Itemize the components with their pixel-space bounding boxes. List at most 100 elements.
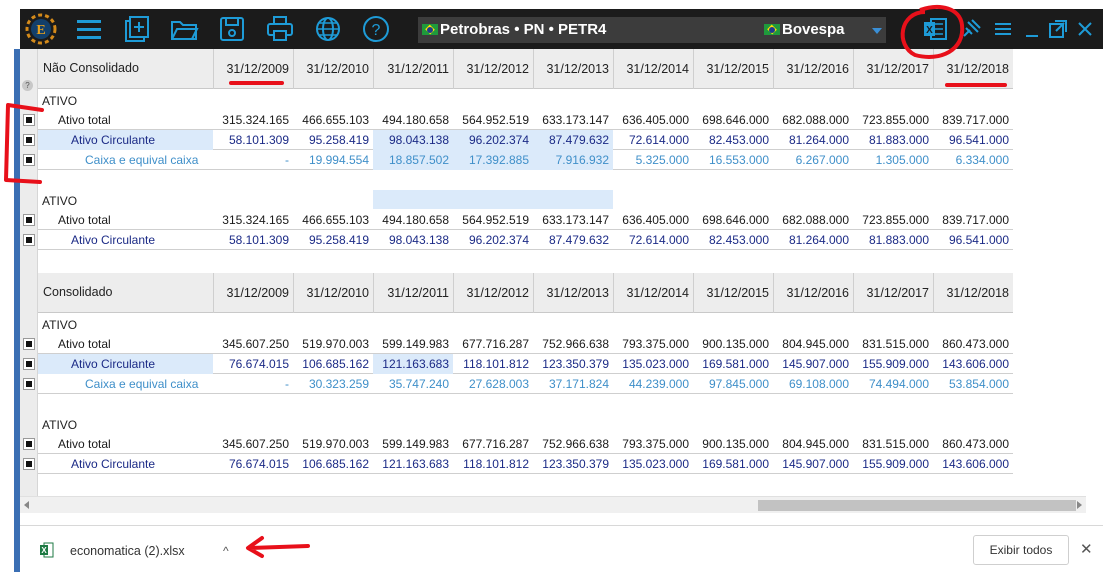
table-cell[interactable]: 633.173.147 [542,213,609,227]
table-cell[interactable]: 30.323.259 [308,377,369,391]
table-cell[interactable]: 839.717.000 [942,113,1009,127]
table-cell[interactable]: 345.607.250 [222,337,289,351]
table-cell[interactable]: 27.628.003 [468,377,529,391]
table-cell[interactable]: 96.202.374 [453,130,533,150]
table-cell[interactable]: 145.907.000 [782,357,849,371]
menu-icon[interactable] [74,14,104,44]
table-cell[interactable]: 831.515.000 [862,337,929,351]
table-cell[interactable]: 839.717.000 [942,213,1009,227]
table-cell[interactable]: 599.149.983 [382,437,449,451]
date-column-header[interactable]: 31/12/2010 [293,49,373,89]
table-row[interactable]: Ativo Circulante 76.674.015 106.685.162 121… [38,354,1013,374]
open-folder-icon[interactable] [169,14,199,44]
table-cell[interactable]: 682.088.000 [782,213,849,227]
date-column-header[interactable]: 31/12/2014 [613,273,693,313]
table-cell[interactable]: 900.135.000 [702,437,769,451]
table-cell[interactable]: 519.970.003 [302,437,369,451]
table-row[interactable]: Ativo total 315.324.165 466.655.103 494.180… [38,210,1013,230]
table-cell[interactable]: 96.202.374 [468,233,529,247]
table-cell[interactable]: 53.854.000 [948,377,1009,391]
maximize-icon[interactable] [1047,18,1069,40]
table-cell[interactable]: 106.685.162 [302,457,369,471]
table-cell[interactable]: 494.180.658 [382,213,449,227]
table-row[interactable]: Ativo total 315.324.165 466.655.103 494.180… [38,110,1013,130]
table-cell[interactable]: 95.258.419 [308,133,369,147]
horizontal-scrollbar[interactable] [20,496,1086,513]
table-cell[interactable]: 900.135.000 [702,337,769,351]
table-cell[interactable]: 793.375.000 [622,337,689,351]
table-cell[interactable]: 723.855.000 [862,113,929,127]
table-cell[interactable]: 44.239.000 [628,377,689,391]
date-column-header[interactable]: 31/12/2015 [693,273,773,313]
date-column-header[interactable]: 31/12/2017 [853,49,933,89]
table-cell[interactable]: - [285,153,289,167]
table-cell[interactable]: 121.163.683 [382,457,449,471]
table-cell[interactable]: 7.916.932 [533,150,613,170]
table-cell[interactable]: 169.581.000 [702,357,769,371]
table-cell[interactable]: 98.043.138 [373,130,453,150]
table-cell[interactable]: 76.674.015 [228,357,289,371]
table-cell[interactable]: 804.945.000 [782,437,849,451]
table-cell[interactable]: 81.883.000 [868,233,929,247]
table-cell[interactable]: 143.606.000 [942,357,1009,371]
table-cell[interactable]: 315.324.165 [222,113,289,127]
table-cell[interactable]: 519.970.003 [302,337,369,351]
table-cell[interactable]: 599.149.983 [382,337,449,351]
scroll-left-arrow-icon[interactable] [24,501,29,509]
minimize-icon[interactable] [1021,18,1043,40]
table-cell[interactable]: 677.716.287 [462,437,529,451]
table-cell[interactable]: - [285,377,289,391]
table-cell[interactable]: 37.171.824 [548,377,609,391]
table-row[interactable]: Ativo total 345.607.250 519.970.003 599.149… [38,434,1013,454]
date-column-header[interactable]: 31/12/2009 [213,49,293,89]
table-cell[interactable]: 698.646.000 [702,113,769,127]
row-checkbox[interactable] [23,214,35,226]
date-column-header[interactable]: 31/12/2010 [293,273,373,313]
table-cell[interactable]: 682.088.000 [782,113,849,127]
date-column-header[interactable]: 31/12/2018 [933,273,1013,313]
chevron-up-icon[interactable]: ^ [223,544,229,558]
download-filename[interactable]: economatica (2).xlsx [70,544,185,558]
date-column-header[interactable]: 31/12/2011 [373,273,453,313]
show-all-button[interactable]: Exibir todos [973,535,1069,565]
table-cell[interactable]: 494.180.658 [382,113,449,127]
date-column-header[interactable]: 31/12/2012 [453,273,533,313]
date-column-header[interactable]: 31/12/2017 [853,273,933,313]
close-download-bar-icon[interactable]: ✕ [1080,541,1093,558]
economatica-logo-icon[interactable]: E [24,12,58,46]
table-cell[interactable]: 315.324.165 [222,213,289,227]
table-cell[interactable]: 123.350.379 [542,357,609,371]
table-cell[interactable]: 1.305.000 [875,153,929,167]
table-cell[interactable]: 74.494.000 [868,377,929,391]
row-checkbox[interactable] [23,234,35,246]
table-cell[interactable]: 96.541.000 [948,133,1009,147]
row-checkbox[interactable] [23,338,35,350]
table-cell[interactable]: 82.453.000 [708,133,769,147]
table-cell[interactable]: 81.264.000 [788,133,849,147]
table-cell[interactable]: 698.646.000 [702,213,769,227]
list-icon[interactable] [992,18,1014,40]
date-column-header[interactable]: 31/12/2014 [613,49,693,89]
table-cell[interactable]: 76.674.015 [228,457,289,471]
row-checkbox[interactable] [23,438,35,450]
save-icon[interactable] [217,14,247,44]
table-cell[interactable]: 87.479.632 [548,233,609,247]
dropdown-arrow-icon[interactable] [872,28,882,34]
table-cell[interactable]: 123.350.379 [542,457,609,471]
table-cell[interactable]: 98.043.138 [388,233,449,247]
date-column-header[interactable]: 31/12/2009 [213,273,293,313]
help-icon[interactable]: ? [361,14,391,44]
ticker-selector[interactable]: Petrobras • PN • PETR4 Bovespa [418,17,886,43]
table-cell[interactable]: 155.909.000 [862,457,929,471]
date-column-header[interactable]: 31/12/2012 [453,49,533,89]
table-cell[interactable]: 35.747.240 [388,377,449,391]
row-checkbox[interactable] [23,114,35,126]
table-row[interactable]: Caixa e equival caixa - 19.994.554 18.857.5… [38,150,1013,170]
table-cell[interactable]: 564.952.519 [462,213,529,227]
scrollbar-thumb[interactable] [758,500,1076,511]
table-cell[interactable]: 97.845.000 [708,377,769,391]
table-cell[interactable]: 16.553.000 [708,153,769,167]
table-cell[interactable]: 72.614.000 [628,133,689,147]
row-checkbox[interactable] [23,458,35,470]
table-cell[interactable]: 18.857.502 [373,150,453,170]
